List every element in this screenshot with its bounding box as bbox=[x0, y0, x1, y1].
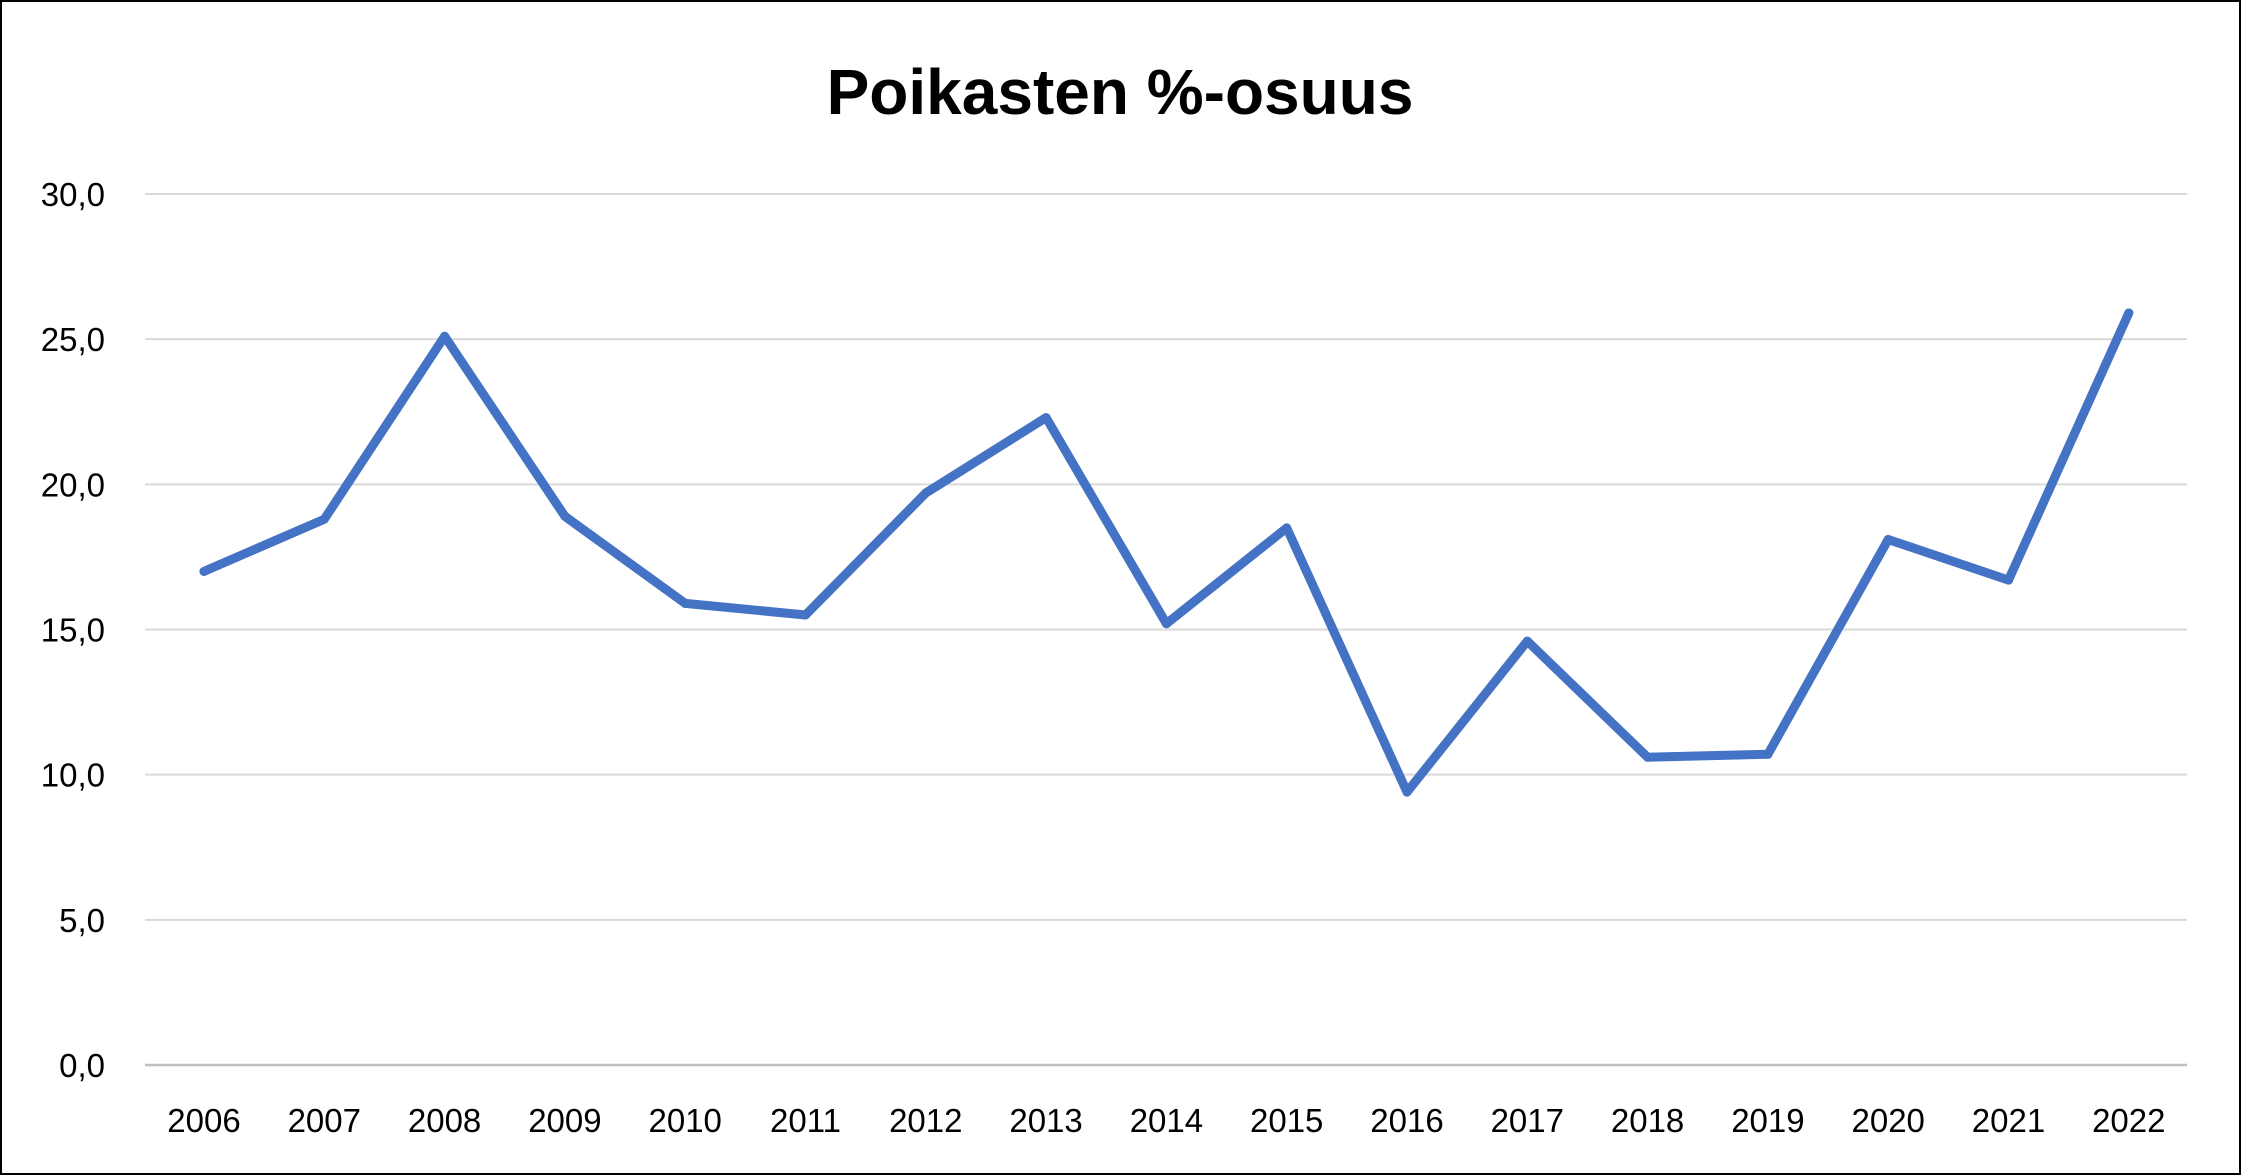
data-point bbox=[1041, 413, 1051, 423]
data-point bbox=[2004, 575, 2013, 585]
gridlines bbox=[145, 193, 2187, 1067]
x-tick-label: 2017 bbox=[1491, 1102, 1564, 1139]
data-point bbox=[1161, 619, 1171, 629]
data-point bbox=[680, 598, 690, 608]
y-tick-label: 15,0 bbox=[41, 612, 105, 649]
x-tick-label: 2020 bbox=[1851, 1102, 1924, 1139]
series-line bbox=[199, 308, 2134, 797]
x-tick-label: 2009 bbox=[528, 1102, 601, 1139]
x-tick-label: 2022 bbox=[2092, 1102, 2165, 1139]
y-tick-label: 5,0 bbox=[59, 902, 105, 939]
data-point bbox=[1643, 752, 1653, 762]
x-tick-label: 2021 bbox=[1972, 1102, 2045, 1139]
x-tick-label: 2008 bbox=[408, 1102, 481, 1139]
data-point bbox=[1883, 535, 1893, 544]
y-tick-label: 30,0 bbox=[41, 176, 105, 213]
x-tick-label: 2007 bbox=[288, 1102, 361, 1139]
x-tick-label: 2019 bbox=[1731, 1102, 1804, 1139]
data-point bbox=[801, 610, 810, 620]
data-point bbox=[560, 511, 570, 521]
x-tick-label: 2015 bbox=[1250, 1102, 1323, 1139]
x-axis-ticks: 2006 2007 2008 2009 2010 2011 2012 2013 2014 2015… bbox=[167, 1102, 2165, 1139]
y-tick-label: 25,0 bbox=[41, 321, 105, 358]
data-point bbox=[2124, 308, 2134, 318]
data-point bbox=[199, 566, 209, 576]
y-tick-label: 10,0 bbox=[41, 757, 105, 794]
data-point bbox=[921, 488, 931, 498]
y-tick-label: 20,0 bbox=[41, 466, 105, 503]
data-point bbox=[1282, 523, 1292, 533]
data-point bbox=[440, 331, 450, 341]
x-tick-label: 2006 bbox=[167, 1102, 240, 1139]
data-point bbox=[1402, 787, 1412, 797]
data-point bbox=[1522, 636, 1532, 646]
y-axis-ticks: 0,0 5,0 10,0 15,0 20,0 25,0 30,0 bbox=[41, 176, 105, 1084]
data-point bbox=[1763, 749, 1773, 759]
series-layer bbox=[199, 308, 2134, 797]
x-tick-label: 2016 bbox=[1370, 1102, 1443, 1139]
chart-title: Poikasten %-osuus bbox=[827, 56, 1414, 128]
data-point bbox=[319, 514, 329, 524]
x-tick-label: 2013 bbox=[1009, 1102, 1082, 1139]
x-tick-label: 2010 bbox=[648, 1102, 721, 1139]
x-tick-label: 2012 bbox=[889, 1102, 962, 1139]
y-tick-label: 0,0 bbox=[59, 1047, 105, 1084]
x-tick-label: 2018 bbox=[1611, 1102, 1684, 1139]
x-tick-label: 2014 bbox=[1130, 1102, 1203, 1139]
x-tick-label: 2011 bbox=[770, 1102, 841, 1139]
